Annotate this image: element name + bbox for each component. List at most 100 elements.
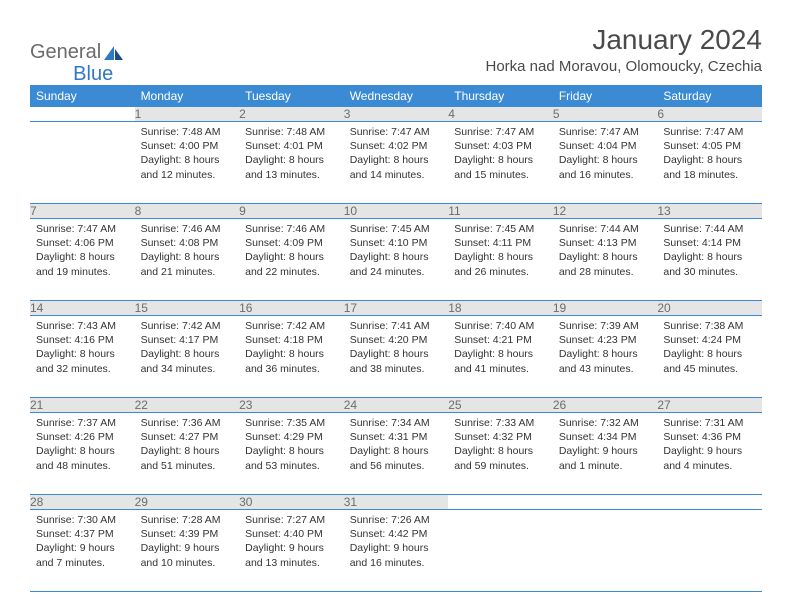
- sunrise-text: Sunrise: 7:48 AM: [245, 125, 338, 139]
- sunrise-text: Sunrise: 7:36 AM: [141, 416, 234, 430]
- day-cell: [657, 510, 762, 592]
- weekday-header: Monday: [135, 85, 240, 107]
- sunrise-text: Sunrise: 7:28 AM: [141, 513, 234, 527]
- day-cell: Sunrise: 7:39 AMSunset: 4:23 PMDaylight:…: [553, 316, 658, 398]
- day-cell: Sunrise: 7:30 AMSunset: 4:37 PMDaylight:…: [30, 510, 135, 592]
- sunrise-text: Sunrise: 7:33 AM: [454, 416, 547, 430]
- daylight-text: Daylight: 8 hours and 34 minutes.: [141, 347, 234, 375]
- day-cell: Sunrise: 7:32 AMSunset: 4:34 PMDaylight:…: [553, 413, 658, 495]
- month-title: January 2024: [485, 24, 762, 56]
- sunset-text: Sunset: 4:27 PM: [141, 430, 234, 444]
- sunset-text: Sunset: 4:29 PM: [245, 430, 338, 444]
- day-cell: Sunrise: 7:37 AMSunset: 4:26 PMDaylight:…: [30, 413, 135, 495]
- sunset-text: Sunset: 4:02 PM: [350, 139, 443, 153]
- daylight-text: Daylight: 8 hours and 12 minutes.: [141, 153, 234, 181]
- daylight-text: Daylight: 8 hours and 53 minutes.: [245, 444, 338, 472]
- sunset-text: Sunset: 4:17 PM: [141, 333, 234, 347]
- sunset-text: Sunset: 4:42 PM: [350, 527, 443, 541]
- day-cell: Sunrise: 7:46 AMSunset: 4:09 PMDaylight:…: [239, 219, 344, 301]
- sunrise-text: Sunrise: 7:45 AM: [350, 222, 443, 236]
- sunset-text: Sunset: 4:08 PM: [141, 236, 234, 250]
- daylight-text: Daylight: 8 hours and 22 minutes.: [245, 250, 338, 278]
- sunset-text: Sunset: 4:32 PM: [454, 430, 547, 444]
- day-cell: [553, 510, 658, 592]
- day-cell: Sunrise: 7:45 AMSunset: 4:10 PMDaylight:…: [344, 219, 449, 301]
- day-number: 6: [657, 107, 762, 122]
- daylight-text: Daylight: 8 hours and 13 minutes.: [245, 153, 338, 181]
- day-number: 17: [344, 301, 449, 316]
- daynum-row: 21222324252627: [30, 398, 762, 413]
- sunrise-text: Sunrise: 7:44 AM: [663, 222, 756, 236]
- sunset-text: Sunset: 4:11 PM: [454, 236, 547, 250]
- sunset-text: Sunset: 4:20 PM: [350, 333, 443, 347]
- page-header: General Blue January 2024 Horka nad Mora…: [30, 24, 762, 75]
- sunrise-text: Sunrise: 7:47 AM: [454, 125, 547, 139]
- sunset-text: Sunset: 4:03 PM: [454, 139, 547, 153]
- day-number: 11: [448, 204, 553, 219]
- sunrise-text: Sunrise: 7:46 AM: [141, 222, 234, 236]
- sunrise-text: Sunrise: 7:39 AM: [559, 319, 652, 333]
- day-number: 30: [239, 495, 344, 510]
- daynum-row: 123456: [30, 107, 762, 122]
- week-row: Sunrise: 7:47 AMSunset: 4:06 PMDaylight:…: [30, 219, 762, 301]
- day-cell: Sunrise: 7:26 AMSunset: 4:42 PMDaylight:…: [344, 510, 449, 592]
- daylight-text: Daylight: 9 hours and 13 minutes.: [245, 541, 338, 569]
- sunset-text: Sunset: 4:24 PM: [663, 333, 756, 347]
- day-cell: Sunrise: 7:47 AMSunset: 4:05 PMDaylight:…: [657, 122, 762, 204]
- sunrise-text: Sunrise: 7:32 AM: [559, 416, 652, 430]
- sunrise-text: Sunrise: 7:46 AM: [245, 222, 338, 236]
- week-row: Sunrise: 7:37 AMSunset: 4:26 PMDaylight:…: [30, 413, 762, 495]
- day-cell: Sunrise: 7:47 AMSunset: 4:02 PMDaylight:…: [344, 122, 449, 204]
- daylight-text: Daylight: 8 hours and 18 minutes.: [663, 153, 756, 181]
- sunset-text: Sunset: 4:34 PM: [559, 430, 652, 444]
- sunset-text: Sunset: 4:10 PM: [350, 236, 443, 250]
- title-block: January 2024 Horka nad Moravou, Olomouck…: [485, 24, 762, 75]
- daylight-text: Daylight: 8 hours and 43 minutes.: [559, 347, 652, 375]
- day-cell: Sunrise: 7:47 AMSunset: 4:06 PMDaylight:…: [30, 219, 135, 301]
- sunrise-text: Sunrise: 7:48 AM: [141, 125, 234, 139]
- sunrise-text: Sunrise: 7:45 AM: [454, 222, 547, 236]
- sunset-text: Sunset: 4:37 PM: [36, 527, 129, 541]
- day-number: 5: [553, 107, 658, 122]
- day-cell: Sunrise: 7:44 AMSunset: 4:14 PMDaylight:…: [657, 219, 762, 301]
- week-row: Sunrise: 7:30 AMSunset: 4:37 PMDaylight:…: [30, 510, 762, 592]
- sunrise-text: Sunrise: 7:37 AM: [36, 416, 129, 430]
- daynum-row: 78910111213: [30, 204, 762, 219]
- day-cell: Sunrise: 7:38 AMSunset: 4:24 PMDaylight:…: [657, 316, 762, 398]
- daylight-text: Daylight: 8 hours and 36 minutes.: [245, 347, 338, 375]
- sunset-text: Sunset: 4:09 PM: [245, 236, 338, 250]
- daylight-text: Daylight: 8 hours and 24 minutes.: [350, 250, 443, 278]
- day-cell: Sunrise: 7:47 AMSunset: 4:04 PMDaylight:…: [553, 122, 658, 204]
- daylight-text: Daylight: 9 hours and 10 minutes.: [141, 541, 234, 569]
- sunset-text: Sunset: 4:23 PM: [559, 333, 652, 347]
- day-number: 28: [30, 495, 135, 510]
- daynum-row: 14151617181920: [30, 301, 762, 316]
- weekday-header: Thursday: [448, 85, 553, 107]
- day-number: 18: [448, 301, 553, 316]
- day-number: [30, 107, 135, 122]
- day-number: 26: [553, 398, 658, 413]
- sunset-text: Sunset: 4:21 PM: [454, 333, 547, 347]
- day-cell: Sunrise: 7:35 AMSunset: 4:29 PMDaylight:…: [239, 413, 344, 495]
- day-number: 22: [135, 398, 240, 413]
- sunrise-text: Sunrise: 7:43 AM: [36, 319, 129, 333]
- day-number: 21: [30, 398, 135, 413]
- sunrise-text: Sunrise: 7:47 AM: [350, 125, 443, 139]
- day-cell: Sunrise: 7:48 AMSunset: 4:01 PMDaylight:…: [239, 122, 344, 204]
- day-number: [553, 495, 658, 510]
- sunset-text: Sunset: 4:18 PM: [245, 333, 338, 347]
- day-number: 13: [657, 204, 762, 219]
- sunset-text: Sunset: 4:14 PM: [663, 236, 756, 250]
- day-cell: [448, 510, 553, 592]
- daylight-text: Daylight: 8 hours and 45 minutes.: [663, 347, 756, 375]
- day-cell: Sunrise: 7:42 AMSunset: 4:17 PMDaylight:…: [135, 316, 240, 398]
- day-number: 31: [344, 495, 449, 510]
- sunset-text: Sunset: 4:04 PM: [559, 139, 652, 153]
- sunrise-text: Sunrise: 7:42 AM: [245, 319, 338, 333]
- day-cell: Sunrise: 7:34 AMSunset: 4:31 PMDaylight:…: [344, 413, 449, 495]
- sunrise-text: Sunrise: 7:27 AM: [245, 513, 338, 527]
- day-number: 16: [239, 301, 344, 316]
- sunrise-text: Sunrise: 7:35 AM: [245, 416, 338, 430]
- daylight-text: Daylight: 8 hours and 16 minutes.: [559, 153, 652, 181]
- weekday-header-row: Sunday Monday Tuesday Wednesday Thursday…: [30, 85, 762, 107]
